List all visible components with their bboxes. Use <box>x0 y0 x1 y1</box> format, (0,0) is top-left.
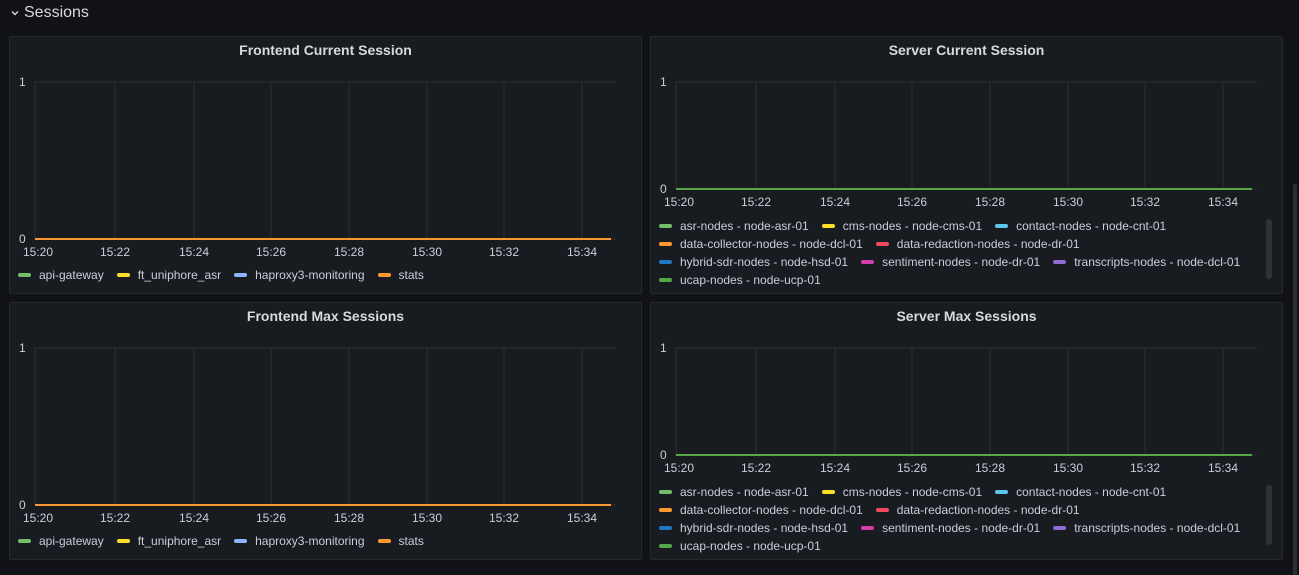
legend-label: data-collector-nodes - node-dcl-01 <box>680 503 863 517</box>
legend-label: haproxy3-monitoring <box>255 268 365 282</box>
legend-item[interactable]: transcripts-nodes - node-dcl-01 <box>1053 253 1240 271</box>
legend-item[interactable]: haproxy3-monitoring <box>234 532 365 550</box>
legend-scrollbar[interactable] <box>1266 219 1272 279</box>
legend: api-gateway ft_uniphore_asr haproxy3-monit… <box>18 532 618 550</box>
legend-swatch <box>116 539 130 543</box>
legend-label: api-gateway <box>39 534 104 548</box>
legend-label: transcripts-nodes - node-dcl-01 <box>1074 255 1241 269</box>
row-collapse-toggle[interactable]: Sessions <box>10 3 89 23</box>
legend-label: contact-nodes - node-cnt-01 <box>1016 219 1167 233</box>
legend-swatch <box>995 490 1009 494</box>
legend-label: data-collector-nodes - node-dcl-01 <box>680 237 863 251</box>
legend-item[interactable]: ft_uniphore_asr <box>116 266 222 284</box>
legend-label: api-gateway <box>39 268 104 282</box>
legend-label: data-redaction-nodes - node-dr-01 <box>896 503 1080 517</box>
legend-item[interactable]: cms-nodes - node-cms-01 <box>821 483 983 501</box>
legend-swatch <box>1053 260 1067 264</box>
panel-frontend-max[interactable]: Frontend Max Sessions <box>9 302 642 560</box>
legend-item[interactable]: hybrid-sdr-nodes - node-hsd-01 <box>659 253 848 271</box>
legend-label: ft_uniphore_asr <box>137 534 222 548</box>
legend-item[interactable]: asr-nodes - node-asr-01 <box>659 483 809 501</box>
legend-swatch <box>659 544 672 548</box>
legend-item[interactable]: ft_uniphore_asr <box>116 532 222 550</box>
legend-swatch <box>116 273 130 277</box>
panel-title[interactable]: Frontend Current Session <box>239 42 412 58</box>
legend-label: asr-nodes - node-asr-01 <box>680 219 809 233</box>
legend-label: sentiment-nodes - node-dr-01 <box>882 521 1041 535</box>
legend-swatch <box>18 539 31 543</box>
legend-swatch <box>234 539 248 543</box>
legend-label: hybrid-sdr-nodes - node-hsd-01 <box>680 255 849 269</box>
legend-label: cms-nodes - node-cms-01 <box>842 485 983 499</box>
legend-swatch <box>875 242 889 246</box>
panel-title[interactable]: Server Max Sessions <box>896 308 1037 324</box>
legend-item[interactable]: asr-nodes - node-asr-01 <box>659 217 809 235</box>
legend-item[interactable]: data-collector-nodes - node-dcl-01 <box>659 235 863 253</box>
legend: asr-nodes - node-asr-01 cms-nodes - node-… <box>659 483 1259 555</box>
legend-item[interactable]: haproxy3-monitoring <box>234 266 365 284</box>
legend-item[interactable]: transcripts-nodes - node-dcl-01 <box>1053 519 1240 537</box>
panel-title[interactable]: Server Current Session <box>888 42 1045 58</box>
legend-item[interactable]: contact-nodes - node-cnt-01 <box>995 217 1166 235</box>
legend-item[interactable]: data-redaction-nodes - node-dr-01 <box>875 235 1080 253</box>
legend-swatch <box>377 539 391 543</box>
legend-label: haproxy3-monitoring <box>255 534 365 548</box>
legend-item[interactable]: api-gateway <box>18 532 104 550</box>
legend-item[interactable]: stats <box>377 532 424 550</box>
legend-swatch <box>659 278 672 282</box>
legend-swatch <box>659 526 672 530</box>
legend-item[interactable]: data-redaction-nodes - node-dr-01 <box>875 501 1080 519</box>
legend-label: data-redaction-nodes - node-dr-01 <box>896 237 1080 251</box>
legend-swatch <box>995 224 1009 228</box>
page-scrollbar[interactable] <box>1293 184 1297 575</box>
legend-label: contact-nodes - node-cnt-01 <box>1016 485 1167 499</box>
legend-swatch <box>234 273 248 277</box>
legend-swatch <box>659 224 672 228</box>
legend-swatch <box>1053 526 1067 530</box>
legend-item[interactable]: hybrid-sdr-nodes - node-hsd-01 <box>659 519 848 537</box>
panel-title[interactable]: Frontend Max Sessions <box>246 308 405 324</box>
legend-item[interactable]: ucap-nodes - node-ucp-01 <box>659 271 821 289</box>
legend-scrollbar[interactable] <box>1266 485 1272 545</box>
legend-item[interactable]: data-collector-nodes - node-dcl-01 <box>659 501 863 519</box>
legend-label: transcripts-nodes - node-dcl-01 <box>1074 521 1241 535</box>
legend-label: hybrid-sdr-nodes - node-hsd-01 <box>680 521 849 535</box>
legend-swatch <box>861 260 875 264</box>
legend-swatch <box>659 490 672 494</box>
legend-item[interactable]: sentiment-nodes - node-dr-01 <box>861 519 1040 537</box>
legend-label: ft_uniphore_asr <box>137 268 222 282</box>
row-title: Sessions <box>24 4 89 21</box>
legend-label: asr-nodes - node-asr-01 <box>680 485 809 499</box>
legend-label: cms-nodes - node-cms-01 <box>842 219 983 233</box>
legend: api-gateway ft_uniphore_asr haproxy3-monit… <box>18 266 618 284</box>
legend-label: ucap-nodes - node-ucp-01 <box>680 273 821 287</box>
legend: asr-nodes - node-asr-01 cms-nodes - node-… <box>659 217 1259 289</box>
legend-swatch <box>377 273 391 277</box>
legend-item[interactable]: cms-nodes - node-cms-01 <box>821 217 983 235</box>
legend-item[interactable]: contact-nodes - node-cnt-01 <box>995 483 1166 501</box>
legend-swatch <box>659 508 672 512</box>
legend-label: sentiment-nodes - node-dr-01 <box>882 255 1041 269</box>
legend-swatch <box>821 490 835 494</box>
legend-label: stats <box>398 534 424 548</box>
legend-item[interactable]: sentiment-nodes - node-dr-01 <box>861 253 1040 271</box>
legend-label: stats <box>398 268 424 282</box>
legend-swatch <box>659 242 672 246</box>
legend-swatch <box>659 260 672 264</box>
chevron-down-icon <box>11 11 19 16</box>
legend-label: ucap-nodes - node-ucp-01 <box>680 539 821 553</box>
legend-item[interactable]: stats <box>377 266 424 284</box>
legend-swatch <box>861 526 875 530</box>
legend-swatch <box>18 273 31 277</box>
legend-swatch <box>875 508 889 512</box>
legend-swatch <box>821 224 835 228</box>
panel-frontend-current[interactable]: Frontend Current Session <box>9 36 642 294</box>
legend-item[interactable]: ucap-nodes - node-ucp-01 <box>659 537 821 555</box>
legend-item[interactable]: api-gateway <box>18 266 104 284</box>
